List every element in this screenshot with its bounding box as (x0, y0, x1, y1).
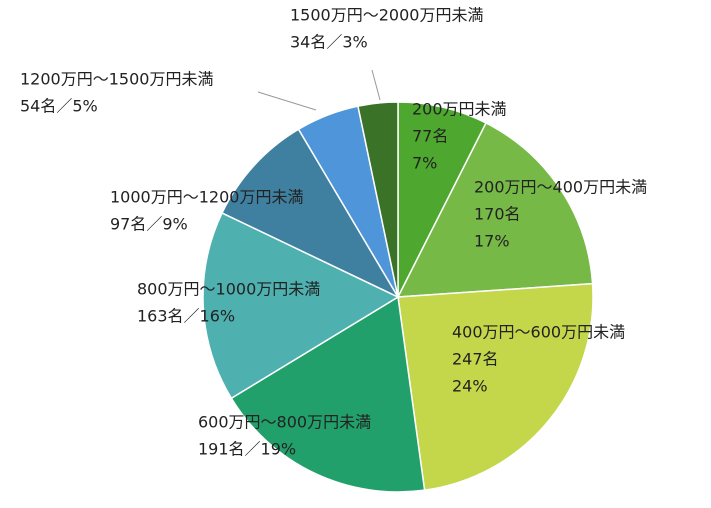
pie-slice (397, 282, 594, 492)
leader-line (371, 69, 381, 101)
slice-category: 600万円～800万円未満 (198, 413, 371, 432)
pie-slice (221, 128, 400, 299)
slice-label: 34名／3% (290, 33, 368, 52)
leader-line (257, 91, 317, 111)
slice-label: 24% (452, 377, 488, 396)
slice-category: 400万円～600万円未満 (452, 323, 625, 342)
slice-category: 200万円～400万円未満 (474, 178, 647, 197)
slice-category: 800万円～1000万円未満 (137, 280, 320, 299)
slice-category: 200万円未満 (412, 100, 507, 119)
slice-label: 77名 (412, 127, 448, 146)
slice-label: 17% (474, 232, 510, 251)
slice-label: 170名 (474, 205, 521, 224)
slice-category: 1500万円～2000万円未満 (290, 6, 483, 25)
slice-label: 97名／9% (110, 215, 188, 234)
pie-slice (357, 101, 399, 298)
pie-slice (230, 295, 426, 493)
pie-slice (396, 121, 594, 298)
slice-category: 1000万円～1200万円未満 (110, 188, 303, 207)
slice-label: 163名／16% (137, 307, 235, 326)
slice-category: 1200万円～1500万円未満 (20, 70, 213, 89)
slice-label: 191名／19% (198, 440, 296, 459)
pie-slice (202, 211, 400, 400)
slice-label: 247名 (452, 350, 499, 369)
slice-label: 54名／5% (20, 97, 98, 116)
slice-label: 7% (412, 154, 437, 173)
